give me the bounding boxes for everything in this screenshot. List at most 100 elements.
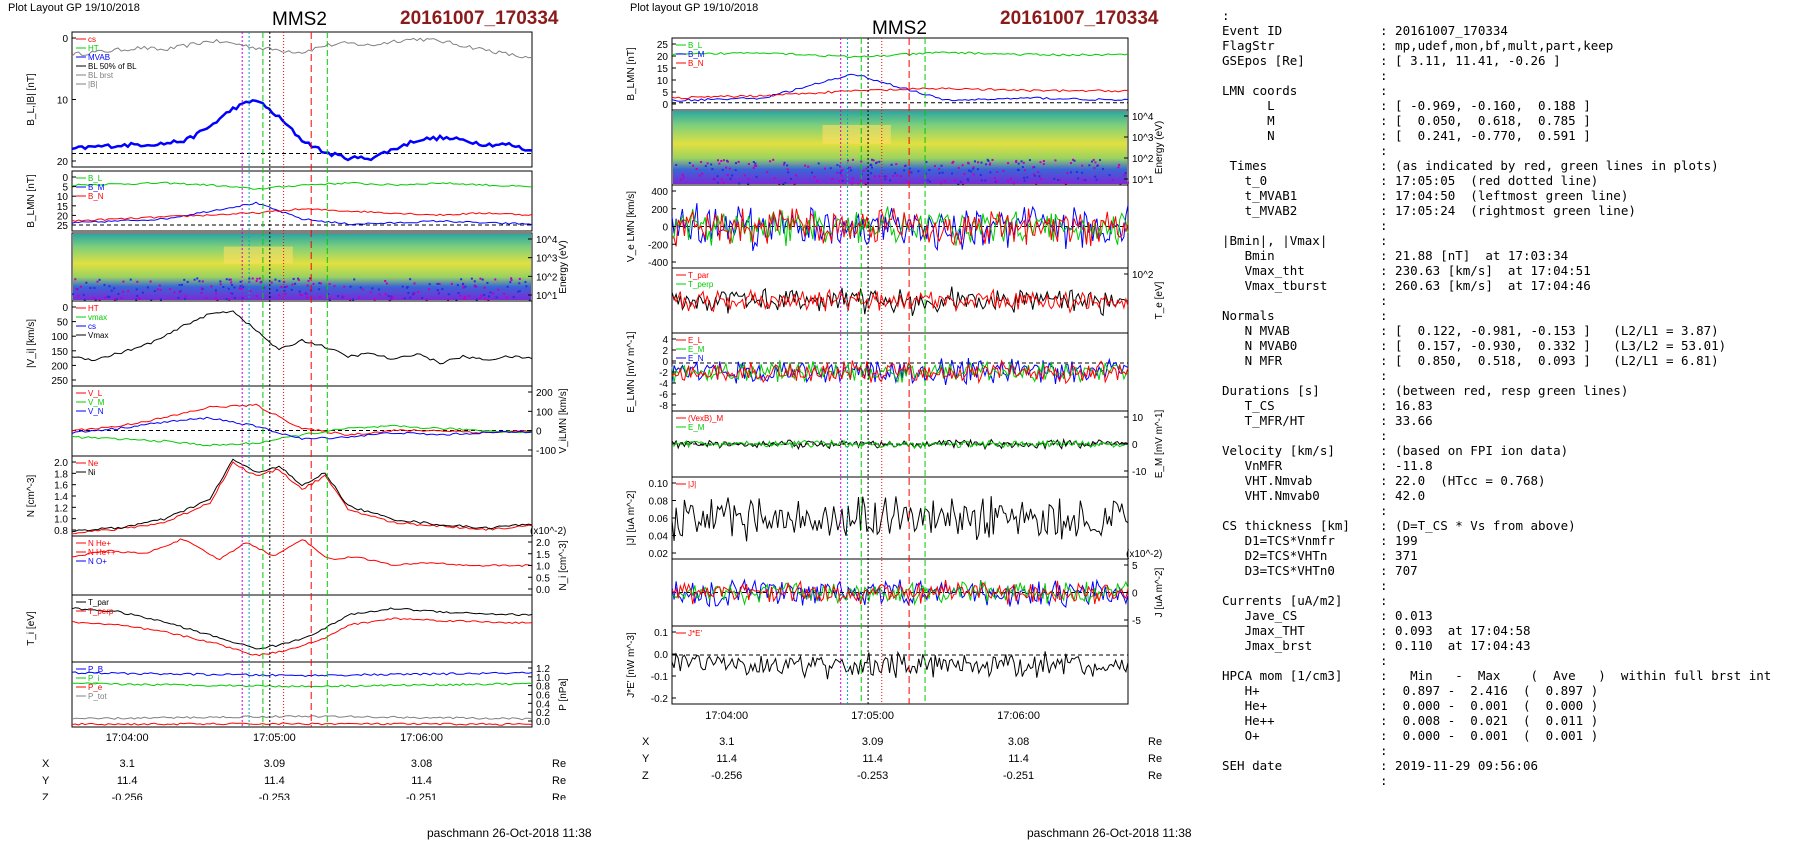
legend-label: BL brst [88,71,114,80]
info-value: : (between red, resp green lines) [1380,383,1629,398]
info-key: VHT.Nmvab0 [1222,488,1320,503]
info-value: : [ 0.850, 0.518, 0.093 ] (L2/L1 = 6.81) [1380,353,1719,368]
y-tick-label: 25 [657,40,669,51]
spectrogram-noise [219,283,222,286]
spectrogram-noise [464,285,467,288]
spectrogram-noise [954,179,957,182]
info-value: : 21.88 [nT] at 17:03:34 [1380,248,1569,263]
info-key: : [1222,8,1230,23]
legend-label: V_N [88,407,104,416]
spectrogram-noise [284,286,287,289]
info-key: FlagStr [1222,38,1275,53]
y-axis-label: B_LMN [nT] [26,174,37,228]
spectrogram-noise [484,298,487,301]
spectrogram-peak [822,125,891,144]
spectrogram-noise [407,291,410,294]
spectrogram-noise [963,173,966,176]
spectrogram-noise [698,174,701,177]
y-axis-label: E_M [mV m^-1] [1154,409,1165,478]
spectrogram-noise [94,298,97,301]
spectrogram-noise [908,167,911,170]
spectrogram-noise [230,281,233,284]
left-credit: paschmann 26-Oct-2018 11:38 [427,826,592,840]
y-axis-label: Energy (eV) [1154,121,1165,174]
spectrogram-noise [178,291,181,294]
series-trace [671,579,1129,605]
y-tick-label: -4 [659,379,668,390]
spectrogram-noise [1023,169,1026,172]
spectrogram-noise [940,182,943,185]
series-trace [671,203,1129,252]
ephem-label: Y [642,753,650,765]
spectrogram-noise [841,169,844,172]
y-tick-label: 0 [662,223,668,234]
info-row: D1=TCS*Vnmfr: 199 [1222,533,1798,548]
spectrogram-noise [494,278,497,281]
series-line-b-n [71,208,533,222]
info-value: : 17:05:24 (rightmost green line) [1380,203,1636,218]
spectrogram-noise [159,298,162,301]
info-row: : [1222,743,1798,758]
y-tick-label: 0.1 [654,628,668,639]
info-value: : 230.63 [km/s] at 17:04:51 [1380,263,1591,278]
panel-e-m: 10 0 -10 E_M [mV m^-1] (VexB)_ME_M [671,409,1165,478]
spectrogram-noise [972,166,975,169]
spectrogram-noise [349,298,352,301]
info-row: N: [ 0.241, -0.770, 0.591 ] [1222,128,1798,143]
info-row: Bmin: 21.88 [nT] at 17:03:34 [1222,248,1798,263]
y-tick-label: 1.6 [54,481,68,492]
y-tick-label: 2.0 [536,538,550,549]
spectrogram-noise [681,173,684,176]
legend-label: E_M [688,423,705,432]
spectrogram-noise [297,277,300,280]
y-tick-label: 10 [657,76,669,87]
spectrogram-noise [863,181,866,184]
spectrogram-noise [782,183,785,186]
legend-label: N He+ [88,539,111,548]
series-line--b- [71,37,533,59]
spectrogram-noise [184,295,187,298]
spectrogram-noise [836,171,839,174]
spectrogram-noise [851,158,854,161]
spectrogram-noise [1021,166,1024,169]
spectrogram-noise [518,282,521,285]
spectrogram-noise [450,282,453,285]
y-tick-label: -0.2 [651,694,669,705]
spectrogram-noise [1069,162,1072,165]
spectrogram-noise [353,278,356,281]
spectrogram-noise [972,173,975,176]
spectrogram-noise [1098,159,1101,162]
spectrogram-noise [711,168,714,171]
info-row: D3=TCS*VHTn0: 707 [1222,563,1798,578]
spectrogram-noise [976,168,979,171]
ephem-label: Z [642,770,649,782]
y-tick-label: 10^1 [1132,175,1154,186]
info-value: : 17:04:50 (leftmost green line) [1380,188,1629,203]
y-tick-label: -10 [1132,467,1147,478]
spectrogram-noise [1072,158,1075,161]
spectrogram-noise [1023,176,1026,179]
spectrogram-noise [1095,178,1098,181]
time-tick-label: 17:05:00 [851,710,894,722]
spectrogram-noise [146,286,149,289]
spectrogram-noise [1022,161,1025,164]
spectrogram-noise [875,162,878,165]
spectrogram-noise [1028,159,1031,162]
spectrogram-noise [127,290,130,293]
spectrogram-noise [1032,166,1035,169]
info-key: Vmax_tht [1222,263,1305,278]
spectrogram-noise [129,278,132,281]
spectrogram-noise [492,292,495,295]
spectrogram-noise [216,299,219,302]
spectrogram-noise [985,163,988,166]
spectrogram-noise [318,288,321,291]
info-value: : 0.897 - 2.416 ( 0.897 ) [1380,683,1599,698]
ephem-value: 11.4 [716,753,737,765]
y-tick-label: -2 [659,368,668,379]
spectrogram-noise [528,299,531,302]
spectrogram-noise [1007,162,1010,165]
legend-label: N O+ [88,557,107,566]
spectrogram-noise [409,278,412,281]
spectrogram-noise [229,292,232,295]
spectrogram-noise [1017,162,1020,165]
